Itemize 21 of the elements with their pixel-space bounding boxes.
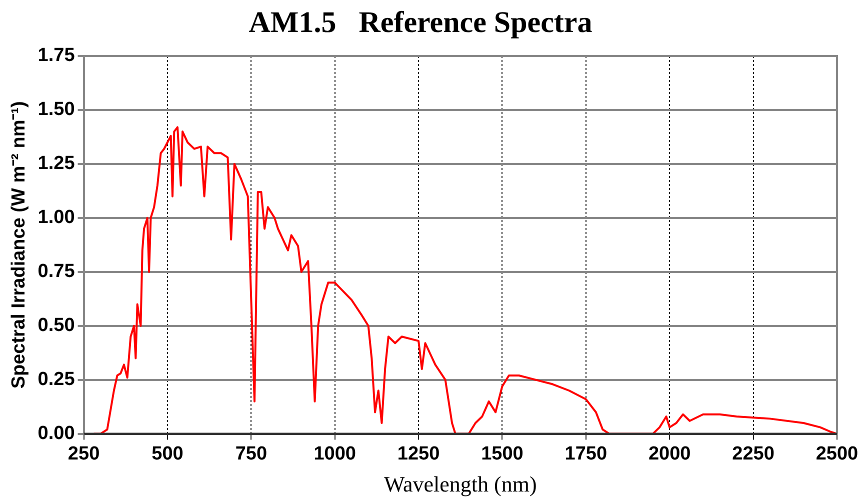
y-tick-label: 0.75 [38, 261, 76, 282]
x-tick-label: 2500 [816, 443, 858, 464]
chart-title: AM1.5 Reference Spectra [248, 6, 592, 39]
x-tick-label: 500 [152, 443, 184, 464]
x-axis-title: Wavelength (nm) [384, 472, 537, 497]
y-tick-label: 0.00 [38, 423, 75, 444]
y-tick-label: 0.50 [38, 315, 75, 336]
x-tick-label: 1500 [481, 443, 524, 464]
y-tick-label: 0.25 [38, 369, 76, 390]
y-tick-label: 1.75 [38, 45, 76, 66]
x-tick-label: 2000 [648, 443, 691, 464]
x-tick-label: 1250 [397, 443, 440, 464]
x-tick-label: 750 [235, 443, 268, 464]
y-axis-title: Spectral Irradiance (W m⁻² nm⁻¹) [8, 101, 30, 389]
x-tick-label: 1750 [564, 443, 608, 464]
y-tick-label: 1.25 [38, 153, 76, 174]
y-tick-label: 1.00 [38, 207, 75, 228]
x-tick-label: 1000 [314, 443, 356, 464]
x-tick-label: 250 [68, 443, 100, 464]
y-tick-label: 1.50 [38, 99, 75, 120]
x-tick-label: 2250 [732, 443, 774, 464]
